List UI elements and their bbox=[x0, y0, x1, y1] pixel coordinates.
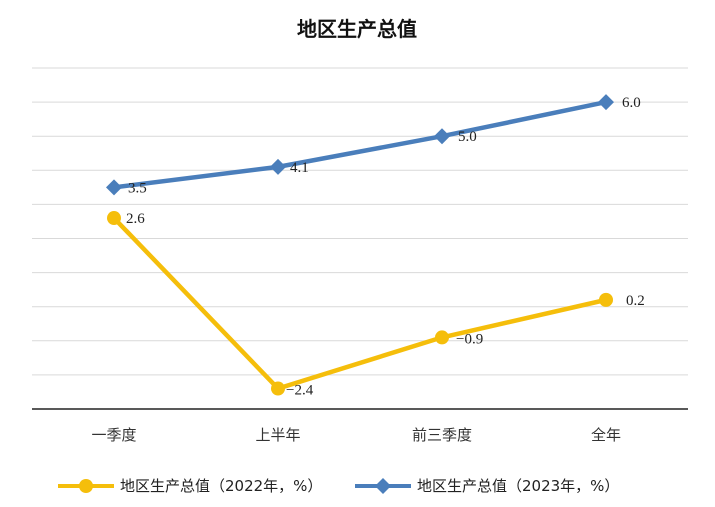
data-label: −2.4 bbox=[286, 383, 314, 399]
data-label: 6.0 bbox=[622, 95, 641, 111]
series-2: 3.5 4.1 5.0 6.0 bbox=[106, 94, 641, 196]
data-point bbox=[598, 94, 614, 111]
data-point bbox=[434, 128, 450, 145]
legend-item: 地区生产总值（2023年，%） bbox=[355, 477, 619, 495]
data-point bbox=[270, 158, 286, 175]
data-label: 4.1 bbox=[290, 160, 309, 176]
x-tick-label: 全年 bbox=[591, 426, 621, 444]
legend-label: 地区生产总值（2023年，%） bbox=[417, 477, 619, 495]
data-label: −0.9 bbox=[456, 331, 483, 347]
data-point bbox=[599, 292, 613, 307]
legend-marker bbox=[375, 478, 391, 494]
x-tick-label: 前三季度 bbox=[412, 426, 472, 444]
data-point bbox=[435, 330, 449, 345]
x-tick-label: 一季度 bbox=[91, 426, 136, 444]
data-label: 0.2 bbox=[626, 293, 645, 309]
legend-item: 地区生产总值（2022年，%） bbox=[58, 477, 322, 495]
legend-label: 地区生产总值（2022年，%） bbox=[120, 477, 322, 495]
data-point bbox=[107, 211, 121, 226]
gridlines bbox=[32, 67, 688, 410]
data-point bbox=[271, 381, 285, 396]
data-point bbox=[106, 179, 122, 196]
x-axis-ticks: 一季度 上半年 前三季度 全年 bbox=[91, 426, 621, 444]
data-label: 3.5 bbox=[128, 180, 147, 196]
series-group: 2.6 −2.4 −0.9 0.2 3.5 4.1 5.0 6.0 bbox=[106, 94, 645, 399]
data-label: 2.6 bbox=[126, 211, 145, 227]
series-line bbox=[112, 216, 607, 391]
chart-title: 地区生产总值 bbox=[297, 17, 417, 41]
x-tick-label: 上半年 bbox=[255, 426, 300, 444]
legend: 地区生产总值（2022年，%） 地区生产总值（2023年，%） bbox=[58, 477, 619, 495]
series-line bbox=[113, 99, 607, 190]
legend-marker bbox=[79, 479, 93, 493]
series-1: 2.6 −2.4 −0.9 0.2 bbox=[107, 211, 645, 399]
data-label: 5.0 bbox=[458, 129, 477, 145]
